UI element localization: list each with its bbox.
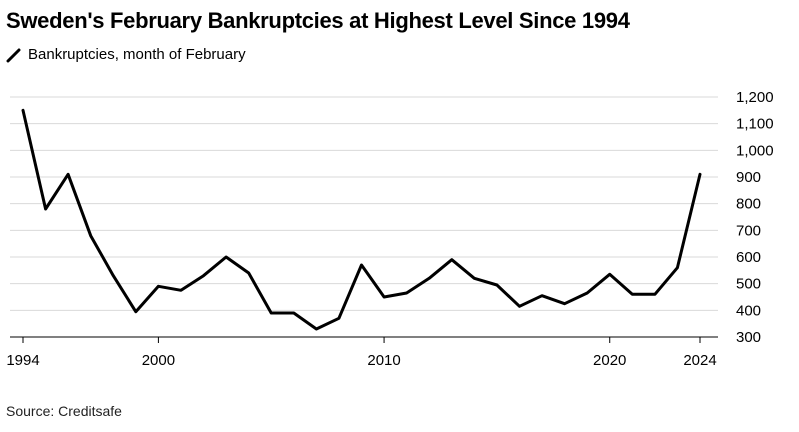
x-axis-ticks: 1994 2000 2010 2020 2024 bbox=[6, 337, 717, 369]
y-tick-label: 1,100 bbox=[736, 116, 774, 133]
source-note: Source: Creditsafe bbox=[6, 403, 122, 419]
x-tick-label: 2024 bbox=[683, 352, 716, 369]
y-tick-label: 300 bbox=[736, 329, 761, 346]
x-tick-label: 2010 bbox=[367, 352, 400, 369]
legend-label: Bankruptcies, month of February bbox=[28, 46, 246, 63]
y-tick-label: 700 bbox=[736, 222, 761, 239]
y-tick-label: 900 bbox=[736, 169, 761, 186]
y-tick-label: 800 bbox=[736, 196, 761, 213]
x-tick-label: 2000 bbox=[142, 352, 175, 369]
x-tick-label: 1994 bbox=[6, 352, 39, 369]
series-line-bankruptcies bbox=[21, 108, 702, 331]
chart-title: Sweden's February Bankruptcies at Highes… bbox=[6, 8, 630, 33]
x-tick-label: 2020 bbox=[593, 352, 626, 369]
y-tick-label: 1,200 bbox=[736, 89, 774, 106]
legend-line-icon bbox=[6, 47, 22, 63]
y-axis-tick-labels: 1,200 1,100 1,000 900 800 700 600 500 400 300 bbox=[736, 89, 774, 346]
legend: Bankruptcies, month of February bbox=[6, 46, 246, 63]
y-tick-label: 600 bbox=[736, 249, 761, 266]
y-tick-label: 1,000 bbox=[736, 142, 774, 159]
line-chart: 1,200 1,100 1,000 900 800 700 600 500 400 300 199… bbox=[6, 89, 774, 369]
y-tick-label: 400 bbox=[736, 302, 761, 319]
y-tick-label: 500 bbox=[736, 276, 761, 293]
